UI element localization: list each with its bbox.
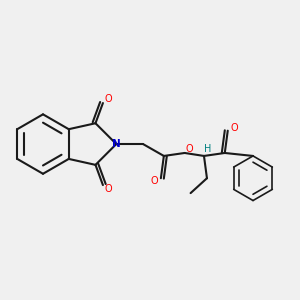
Text: O: O xyxy=(104,94,112,104)
Text: H: H xyxy=(204,143,211,154)
Text: O: O xyxy=(230,123,238,133)
Text: O: O xyxy=(151,176,158,186)
Text: N: N xyxy=(112,139,121,149)
Text: O: O xyxy=(186,144,193,154)
Text: O: O xyxy=(104,184,112,194)
